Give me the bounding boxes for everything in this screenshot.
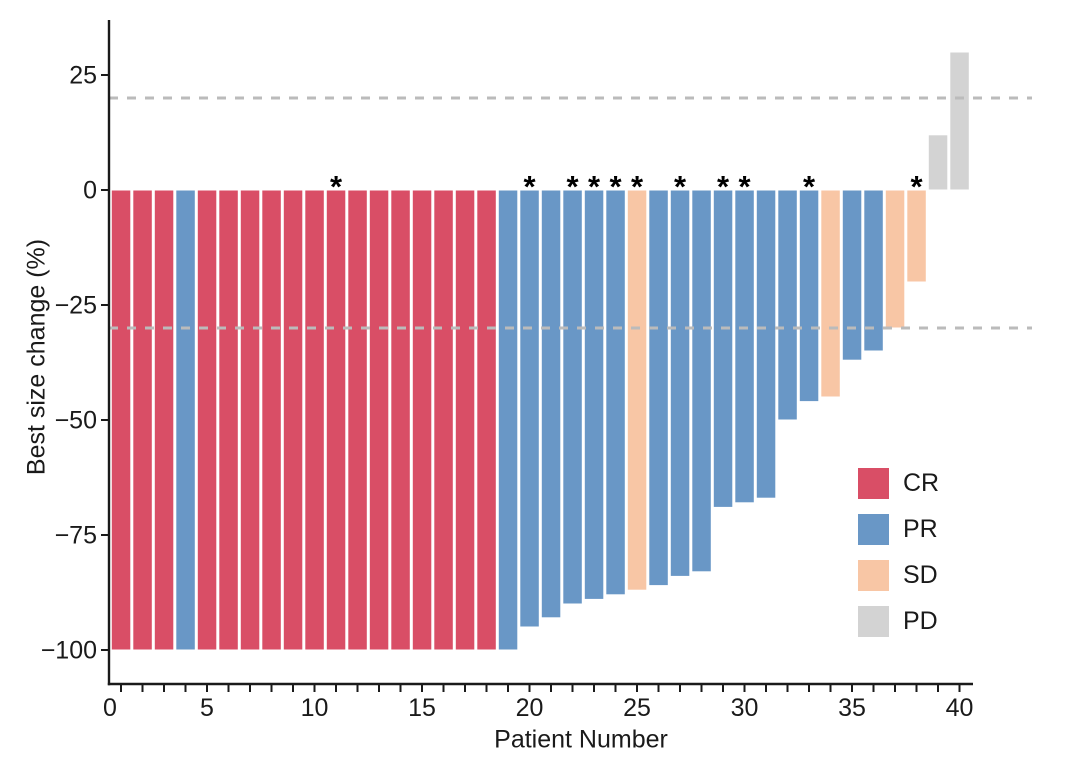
legend-label-sd: SD <box>903 561 938 589</box>
bar-patient-26 <box>648 189 669 587</box>
bar-patient-28 <box>691 189 712 573</box>
asterisk-patient-11: * <box>330 169 343 204</box>
legend-label-cr: CR <box>903 469 940 497</box>
bar-patient-22 <box>562 189 583 605</box>
bar-patient-16 <box>433 189 454 651</box>
bar-patient-10 <box>304 189 325 651</box>
legend-item-sd: SD <box>858 560 939 591</box>
asterisk-patient-24: * <box>609 169 622 204</box>
bar-patient-24 <box>605 189 626 596</box>
legend-swatch-pd <box>858 606 889 637</box>
bar-patient-34 <box>820 189 841 398</box>
bar-patient-2 <box>132 189 153 651</box>
bar-patient-12 <box>347 189 368 651</box>
bar-patient-11 <box>325 189 347 651</box>
bar-patient-5 <box>196 189 218 651</box>
x-tick-label-25: 25 <box>623 694 651 722</box>
x-axis-title: Patient Number <box>494 725 668 754</box>
bar-patient-30 <box>734 189 755 504</box>
asterisk-patient-22: * <box>566 169 579 204</box>
bar-patient-35 <box>841 189 863 361</box>
y-tick-label-25: 25 <box>69 62 97 90</box>
x-tick-label-35: 35 <box>838 694 866 722</box>
legend-label-pr: PR <box>903 515 938 543</box>
bar-patient-7 <box>239 189 261 651</box>
bar-patient-4 <box>175 189 196 651</box>
y-tick-label-0: 0 <box>83 177 97 205</box>
bar-patient-29 <box>712 189 734 508</box>
x-tick-label-40: 40 <box>946 694 974 722</box>
bar-patient-31 <box>755 189 777 499</box>
bar-patient-36 <box>863 189 884 352</box>
bar-patient-39 <box>927 134 949 191</box>
y-tick-label--25: −25 <box>55 292 97 320</box>
asterisk-patient-27: * <box>674 169 687 204</box>
bar-patient-27 <box>669 189 691 577</box>
bar-patient-14 <box>390 189 411 651</box>
bar-patient-8 <box>261 189 282 651</box>
asterisk-patient-29: * <box>717 169 730 204</box>
bar-patient-3 <box>153 189 175 651</box>
asterisk-patient-23: * <box>588 169 601 204</box>
asterisk-patient-30: * <box>738 169 751 204</box>
bar-patient-37 <box>884 189 906 329</box>
bar-patient-40 <box>949 51 970 191</box>
asterisk-patient-38: * <box>910 169 923 204</box>
legend-swatch-cr <box>858 468 889 499</box>
bar-patient-18 <box>476 189 497 651</box>
bar-patient-33 <box>798 189 820 403</box>
bar-patient-32 <box>777 189 798 421</box>
bar-patient-38 <box>906 189 927 283</box>
legend-item-pr: PR <box>858 514 939 545</box>
y-tick-label--100: −100 <box>41 637 97 665</box>
x-tick-label-30: 30 <box>731 694 759 722</box>
legend-label-pd: PD <box>903 607 938 635</box>
bar-patient-13 <box>368 189 390 651</box>
asterisk-patient-20: * <box>523 169 536 204</box>
legend-swatch-pr <box>858 514 889 545</box>
x-tick-label-5: 5 <box>200 694 214 722</box>
x-tick-label-10: 10 <box>301 694 329 722</box>
bar-patient-25 <box>626 189 648 591</box>
bar-patient-19 <box>497 189 519 651</box>
legend: CR PR SD PD <box>858 468 939 652</box>
y-axis-title: Best size change (%) <box>22 238 51 476</box>
bar-patient-23 <box>583 189 605 600</box>
bar-patient-6 <box>218 189 239 651</box>
legend-item-cr: CR <box>858 468 939 499</box>
x-tick-label-0: 0 <box>103 694 117 722</box>
legend-item-pd: PD <box>858 606 939 637</box>
asterisk-patient-33: * <box>803 169 816 204</box>
y-tick-label--50: −50 <box>55 407 97 435</box>
x-tick-label-15: 15 <box>408 694 436 722</box>
bar-patient-20 <box>519 189 540 628</box>
x-tick-label-20: 20 <box>516 694 544 722</box>
bar-patient-9 <box>282 189 304 651</box>
legend-swatch-sd <box>858 560 889 591</box>
y-tick-label--75: −75 <box>55 522 97 550</box>
bar-patient-15 <box>411 189 433 651</box>
bar-patient-17 <box>454 189 476 651</box>
bar-patient-1 <box>110 189 132 651</box>
asterisk-patient-25: * <box>631 169 644 204</box>
bar-patient-21 <box>540 189 562 619</box>
